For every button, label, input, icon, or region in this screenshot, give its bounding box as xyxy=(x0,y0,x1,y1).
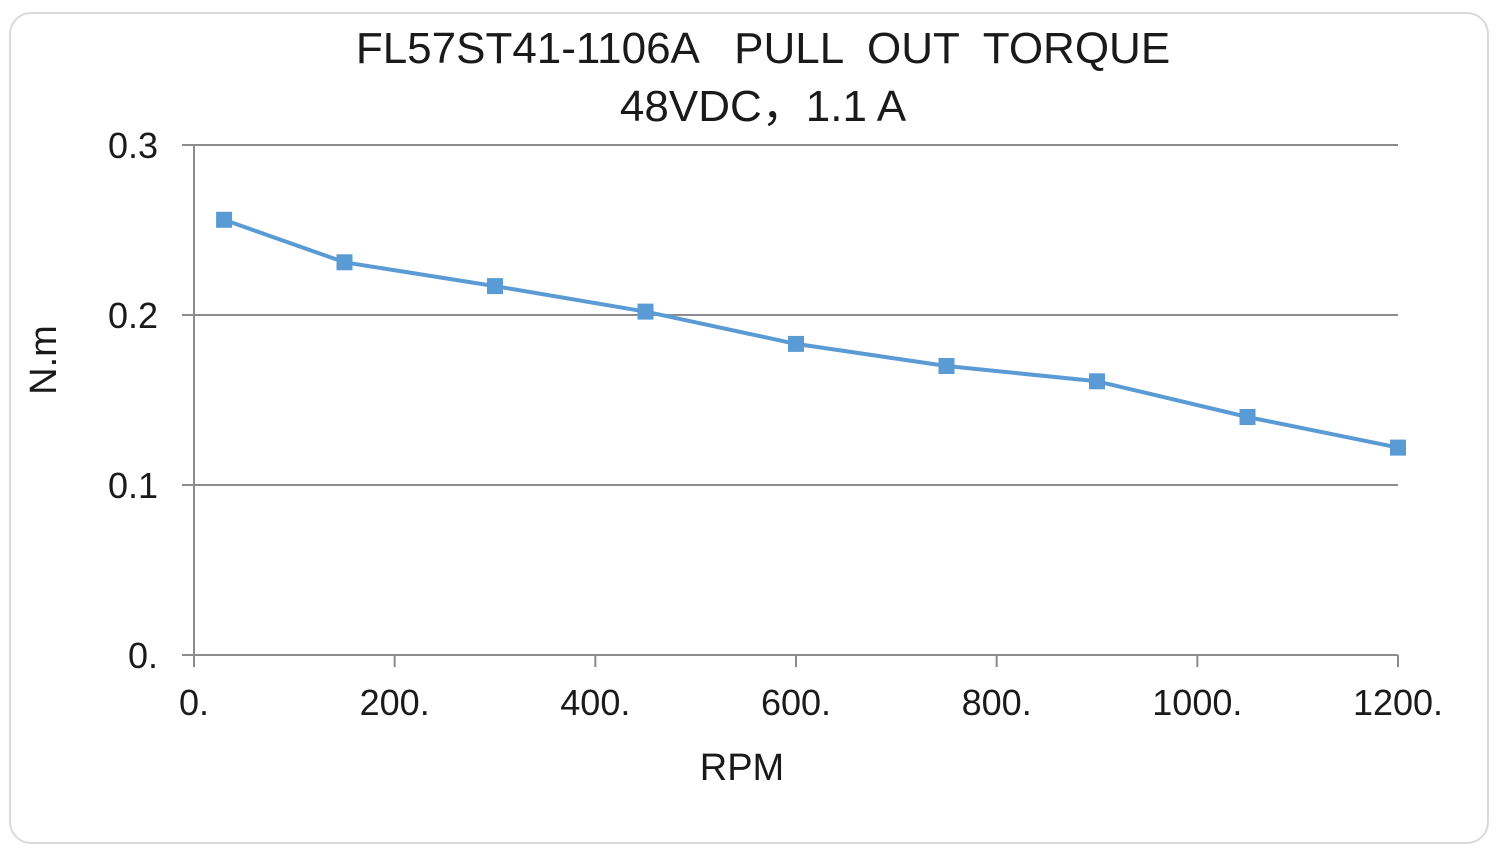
x-tick-label: 0. xyxy=(179,682,209,723)
x-tick-label: 1000. xyxy=(1152,682,1242,723)
data-point-marker xyxy=(1089,373,1105,390)
data-point-marker xyxy=(938,358,955,374)
x-tick-label: 800. xyxy=(962,682,1032,723)
series-markers xyxy=(216,211,1406,456)
y-tick-label: 0.1 xyxy=(108,465,158,506)
x-tick-labels: 0. 200. 400. 600. 800. 1000. 1200. xyxy=(179,682,1443,723)
data-point-marker xyxy=(336,254,353,271)
data-point-marker xyxy=(788,335,804,352)
y-axis-label: N.m xyxy=(23,325,65,395)
chart-subtitle: 48VDC，1.1 A xyxy=(620,82,907,131)
x-axis-label: RPM xyxy=(700,747,784,789)
data-point-marker xyxy=(637,303,654,320)
y-tick-label: 0.3 xyxy=(108,125,158,166)
x-tick-label: 600. xyxy=(761,682,831,723)
axes xyxy=(182,144,1399,667)
data-point-marker xyxy=(216,211,233,228)
series-line-layer xyxy=(223,217,1399,450)
y-tick-label: 0. xyxy=(128,635,158,676)
x-tick-label: 1200. xyxy=(1353,682,1443,723)
chart-frame xyxy=(9,12,1489,844)
chart-title: FL57ST41-1106A PULL OUT TORQUE xyxy=(356,24,1170,73)
data-point-marker xyxy=(1390,439,1406,456)
data-point-marker xyxy=(1239,409,1256,425)
x-tick-label: 200. xyxy=(360,682,430,723)
data-point-marker xyxy=(487,278,503,295)
y-tick-label: 0.2 xyxy=(108,295,158,336)
series-line xyxy=(223,217,1399,450)
y-tick-labels: 0. 0.1 0.2 0.3 xyxy=(108,125,158,676)
x-tick-label: 400. xyxy=(560,682,630,723)
grid-lines xyxy=(194,144,1398,486)
